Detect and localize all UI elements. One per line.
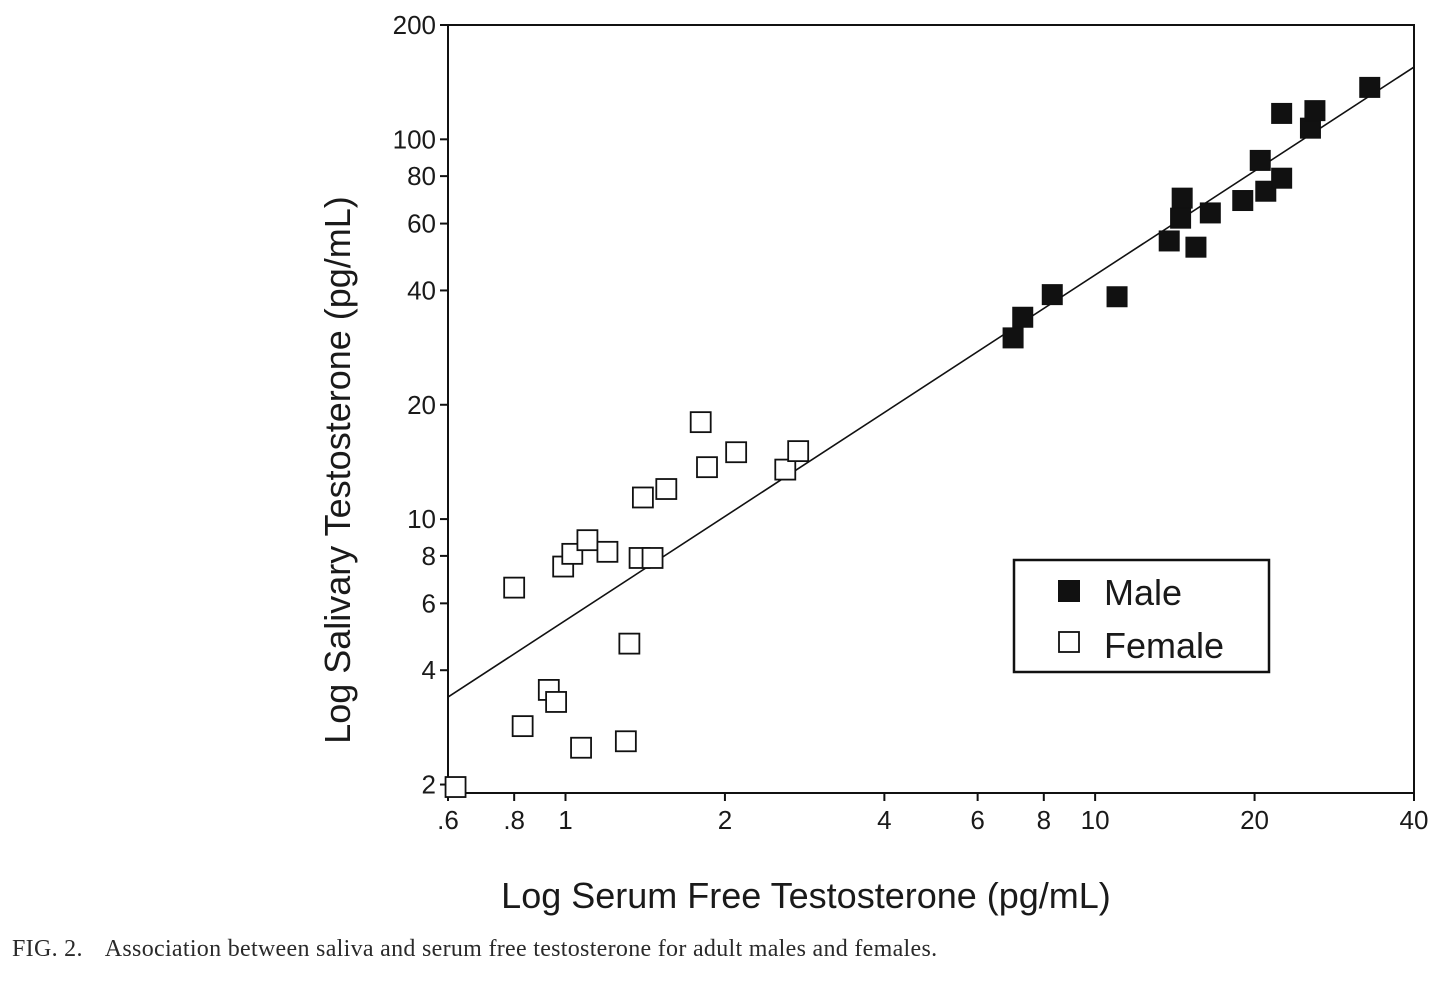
male-data-point bbox=[1170, 207, 1192, 229]
y-tick-label: 200 bbox=[393, 10, 436, 40]
male-data-point bbox=[1158, 230, 1180, 252]
female-data-point bbox=[774, 458, 797, 481]
y-tick-label: 8 bbox=[422, 541, 436, 571]
female-data-point bbox=[618, 632, 641, 655]
x-axis-ticks: .6 .8 1 2 4 6 8 10 20 40 bbox=[437, 793, 1428, 835]
male-data-point bbox=[1171, 187, 1193, 209]
y-tick-label: 10 bbox=[407, 504, 436, 534]
x-tick-label: .8 bbox=[503, 805, 525, 835]
y-tick-label: 60 bbox=[407, 209, 436, 239]
data-points bbox=[444, 76, 1381, 798]
x-tick-label: 40 bbox=[1400, 805, 1429, 835]
male-data-point bbox=[1304, 100, 1326, 122]
x-tick-label: 2 bbox=[718, 805, 732, 835]
x-tick-label: 6 bbox=[970, 805, 984, 835]
female-data-point bbox=[689, 411, 712, 434]
x-tick-label: 4 bbox=[877, 805, 891, 835]
legend: Male Female bbox=[1012, 558, 1271, 674]
female-data-point bbox=[696, 456, 718, 479]
male-data-point bbox=[1271, 167, 1293, 189]
female-data-point bbox=[631, 486, 654, 509]
figure-caption-text: Association between saliva and serum fre… bbox=[104, 936, 938, 962]
y-tick-label: 2 bbox=[422, 770, 436, 800]
male-data-point bbox=[1012, 306, 1034, 328]
female-data-point bbox=[725, 441, 748, 464]
male-data-point bbox=[1002, 327, 1024, 349]
y-tick-label: 40 bbox=[407, 275, 436, 305]
female-data-point bbox=[641, 547, 664, 569]
female-data-point bbox=[511, 715, 534, 738]
female-data-point bbox=[576, 529, 599, 552]
x-axis-label: Log Serum Free Testosterone (pg/mL) bbox=[501, 875, 1111, 916]
legend-female-label: Female bbox=[1104, 625, 1224, 666]
male-data-point bbox=[1041, 284, 1063, 306]
y-tick-label: 20 bbox=[407, 390, 436, 420]
male-data-point bbox=[1232, 190, 1254, 212]
female-data-point bbox=[787, 440, 810, 463]
figure-caption: FIG. 2. Association between saliva and se… bbox=[12, 936, 1432, 963]
male-data-point bbox=[1359, 76, 1381, 98]
legend-box bbox=[1012, 558, 1271, 674]
y-tick-label: 4 bbox=[422, 655, 436, 685]
male-data-point bbox=[1255, 180, 1277, 202]
female-data-point bbox=[614, 730, 637, 753]
y-tick-label: 100 bbox=[393, 124, 436, 154]
y-tick-label: 80 bbox=[407, 161, 436, 191]
male-data-point bbox=[1271, 102, 1293, 124]
male-data-point bbox=[1185, 236, 1207, 258]
x-tick-label: 20 bbox=[1240, 805, 1269, 835]
x-tick-label: 8 bbox=[1037, 805, 1051, 835]
y-tick-label: 6 bbox=[422, 588, 436, 618]
male-data-point bbox=[1299, 117, 1321, 139]
x-tick-label: 10 bbox=[1081, 805, 1110, 835]
female-data-point bbox=[570, 736, 592, 759]
y-axis-label: Log Salivary Testosterone (pg/mL) bbox=[317, 196, 358, 744]
male-data-point bbox=[1106, 286, 1128, 308]
x-tick-label: .6 bbox=[437, 805, 459, 835]
male-data-point bbox=[1249, 149, 1271, 171]
male-data-point bbox=[1199, 202, 1221, 224]
female-data-point bbox=[503, 576, 526, 599]
legend-male-marker bbox=[1058, 580, 1080, 602]
female-data-point bbox=[655, 478, 678, 500]
legend-male-label: Male bbox=[1104, 572, 1182, 613]
plot-frame bbox=[447, 24, 1415, 794]
regression-line bbox=[447, 66, 1415, 698]
female-data-point bbox=[444, 776, 467, 798]
y-axis-ticks: 2 4 6 8 10 20 40 60 80 100 200 bbox=[393, 10, 448, 800]
x-tick-label: 1 bbox=[558, 805, 572, 835]
figure-label: FIG. 2. bbox=[12, 936, 83, 962]
scatter-chart: .6 .8 1 2 4 6 8 10 20 40 2 4 6 8 10 20 40 60 80 100 200 Log… bbox=[317, 10, 1428, 916]
female-data-point bbox=[545, 691, 568, 713]
legend-female-marker bbox=[1058, 631, 1080, 653]
female-data-point bbox=[596, 540, 619, 563]
